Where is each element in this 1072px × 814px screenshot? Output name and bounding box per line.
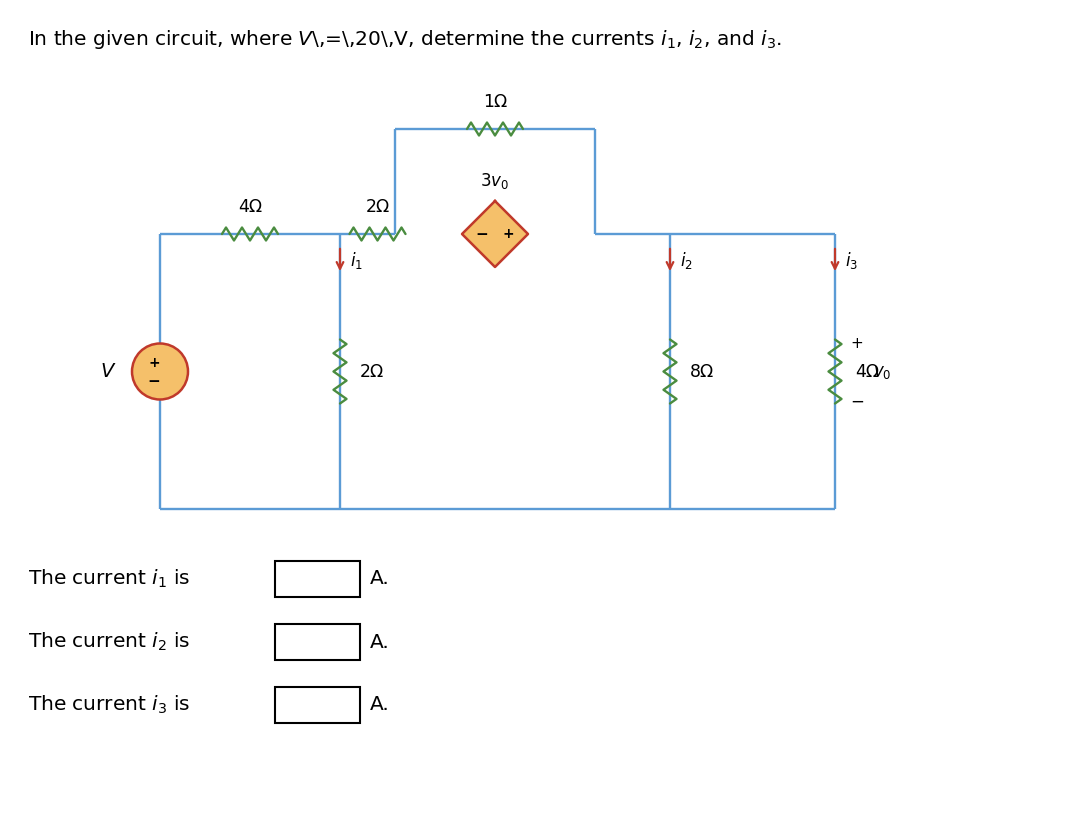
Text: +: + — [148, 356, 160, 370]
Text: −: − — [476, 226, 489, 242]
Text: The current $\mathit{i}_1$ is: The current $\mathit{i}_1$ is — [28, 568, 190, 590]
Text: −: − — [148, 374, 161, 389]
Text: In the given circuit, where $V$\,=\,20\,V, determine the currents $\mathit{i}_1$: In the given circuit, where $V$\,=\,20\,… — [28, 28, 781, 50]
Polygon shape — [462, 201, 528, 267]
FancyBboxPatch shape — [276, 687, 360, 723]
Text: $i_1$: $i_1$ — [349, 250, 363, 270]
FancyBboxPatch shape — [276, 624, 360, 660]
Circle shape — [132, 344, 188, 400]
Text: 4Ω: 4Ω — [238, 198, 262, 216]
Text: −: − — [850, 392, 864, 410]
Text: $3v_0$: $3v_0$ — [480, 171, 509, 191]
Text: The current $\mathit{i}_2$ is: The current $\mathit{i}_2$ is — [28, 631, 190, 653]
Text: $i_2$: $i_2$ — [680, 250, 693, 270]
FancyBboxPatch shape — [276, 561, 360, 597]
Text: The current $\mathit{i}_3$ is: The current $\mathit{i}_3$ is — [28, 694, 190, 716]
Text: A.: A. — [370, 695, 390, 715]
Text: $V$: $V$ — [100, 362, 116, 381]
Text: $v_0$: $v_0$ — [873, 362, 892, 380]
Text: 1Ω: 1Ω — [482, 93, 507, 111]
Text: $i_3$: $i_3$ — [845, 250, 858, 270]
Text: 2Ω: 2Ω — [360, 362, 384, 380]
Text: 2Ω: 2Ω — [366, 198, 389, 216]
Text: A.: A. — [370, 632, 390, 651]
Text: +: + — [850, 336, 863, 351]
Text: 8Ω: 8Ω — [690, 362, 714, 380]
Text: A.: A. — [370, 570, 390, 589]
Text: 4Ω: 4Ω — [855, 362, 879, 380]
Text: +: + — [502, 227, 513, 241]
